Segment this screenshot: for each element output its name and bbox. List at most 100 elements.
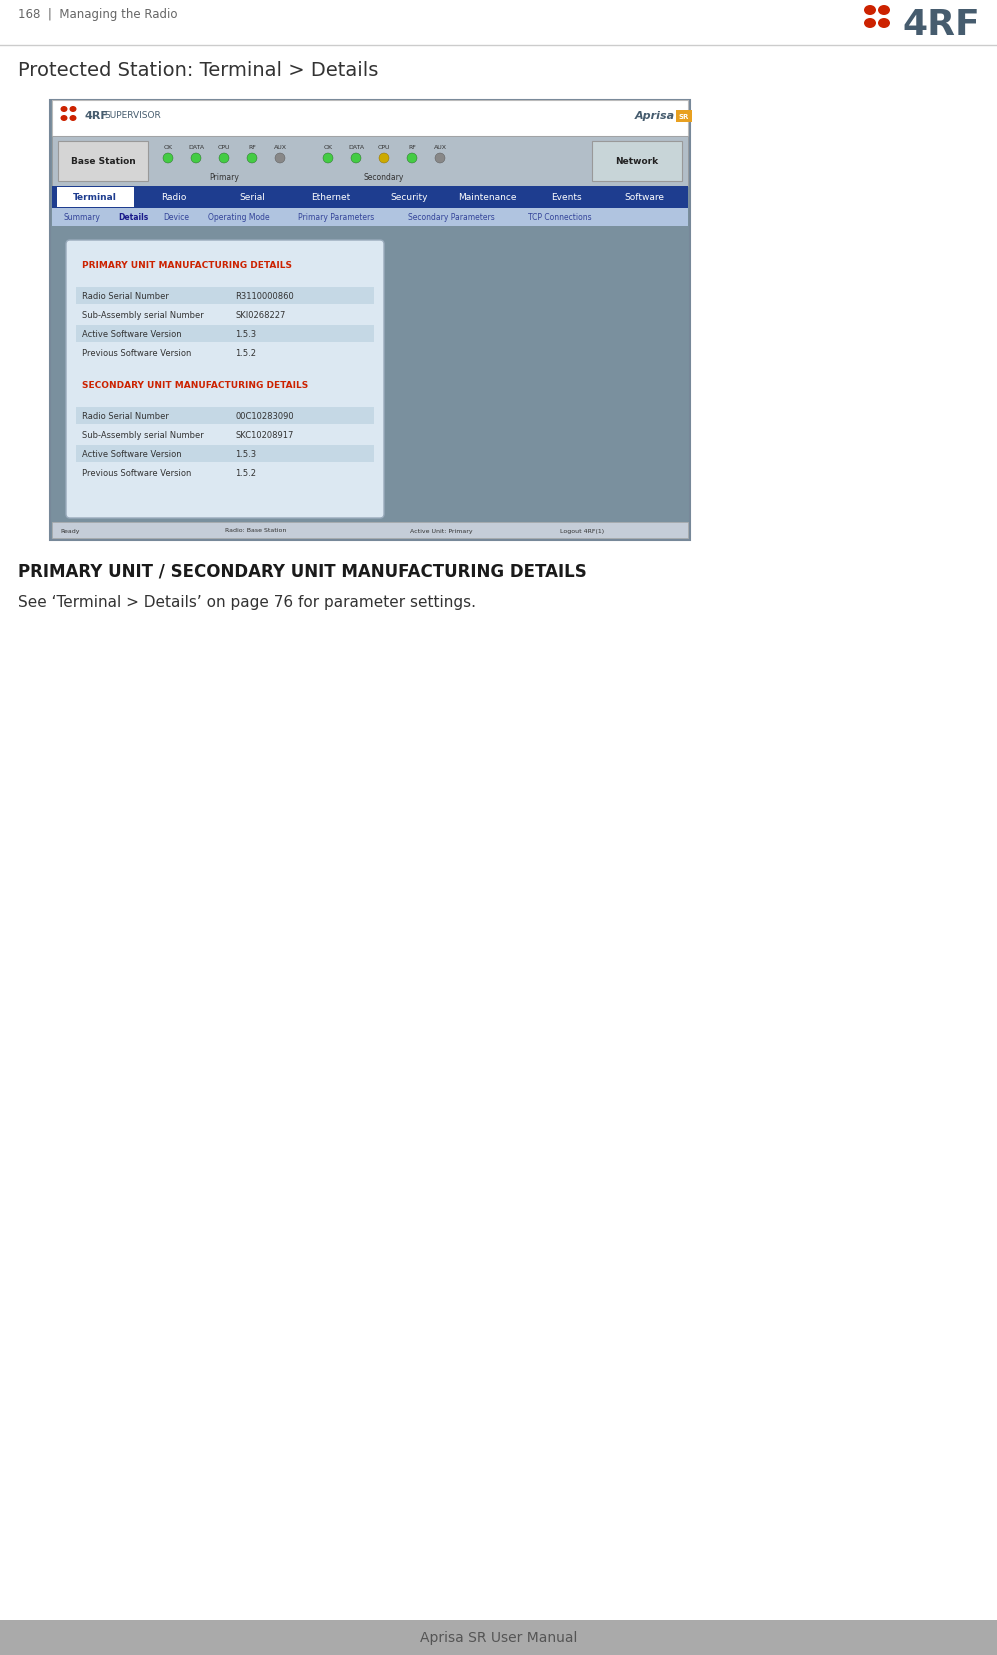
FancyBboxPatch shape — [76, 326, 374, 343]
Text: PRIMARY UNIT / SECONDARY UNIT MANUFACTURING DETAILS: PRIMARY UNIT / SECONDARY UNIT MANUFACTUR… — [18, 563, 587, 581]
Text: Radio Serial Number: Radio Serial Number — [82, 291, 168, 301]
Text: Radio Serial Number: Radio Serial Number — [82, 412, 168, 420]
FancyBboxPatch shape — [52, 523, 688, 538]
Text: DATA: DATA — [188, 146, 204, 151]
FancyBboxPatch shape — [676, 111, 692, 122]
Text: Base Station: Base Station — [71, 157, 136, 167]
FancyBboxPatch shape — [52, 209, 688, 227]
Text: Radio: Base Station: Radio: Base Station — [225, 528, 286, 533]
Ellipse shape — [61, 116, 68, 122]
Text: AUX: AUX — [273, 146, 286, 151]
FancyBboxPatch shape — [0, 1620, 997, 1655]
FancyBboxPatch shape — [66, 242, 384, 518]
Text: SECONDARY UNIT MANUFACTURING DETAILS: SECONDARY UNIT MANUFACTURING DETAILS — [82, 381, 308, 391]
Text: OK: OK — [164, 146, 172, 151]
Ellipse shape — [61, 108, 68, 113]
FancyBboxPatch shape — [58, 142, 148, 182]
FancyBboxPatch shape — [76, 427, 374, 444]
FancyBboxPatch shape — [76, 445, 374, 463]
FancyBboxPatch shape — [76, 465, 374, 482]
Text: Active Unit: Primary: Active Unit: Primary — [410, 528, 473, 533]
Text: SKI0268227: SKI0268227 — [235, 311, 285, 319]
Text: 1.5.3: 1.5.3 — [235, 329, 256, 339]
Text: Terminal: Terminal — [74, 194, 118, 202]
FancyBboxPatch shape — [52, 243, 688, 538]
Text: Operating Mode: Operating Mode — [208, 213, 269, 222]
FancyBboxPatch shape — [57, 189, 134, 209]
Circle shape — [163, 154, 173, 164]
Text: Events: Events — [551, 194, 581, 202]
Text: SKC10208917: SKC10208917 — [235, 430, 293, 440]
Text: Active Software Version: Active Software Version — [82, 329, 181, 339]
Text: Sub-Assembly serial Number: Sub-Assembly serial Number — [82, 430, 203, 440]
Ellipse shape — [70, 116, 77, 122]
Text: Primary: Primary — [209, 172, 239, 182]
Text: Device: Device — [163, 213, 189, 222]
Text: RF: RF — [248, 146, 256, 151]
Circle shape — [275, 154, 285, 164]
Text: 4RF: 4RF — [84, 111, 108, 121]
FancyBboxPatch shape — [592, 142, 682, 182]
Text: Details: Details — [118, 213, 149, 222]
Text: Serial: Serial — [239, 194, 265, 202]
Circle shape — [247, 154, 257, 164]
FancyBboxPatch shape — [52, 101, 688, 137]
FancyBboxPatch shape — [52, 187, 688, 209]
FancyBboxPatch shape — [76, 407, 374, 425]
Text: Previous Software Version: Previous Software Version — [82, 468, 191, 478]
Text: Ready: Ready — [60, 528, 80, 533]
Text: Logout 4RF(1): Logout 4RF(1) — [560, 528, 604, 533]
Text: Active Software Version: Active Software Version — [82, 450, 181, 458]
FancyBboxPatch shape — [76, 344, 374, 362]
Text: 4RF: 4RF — [902, 8, 980, 41]
Circle shape — [323, 154, 333, 164]
Text: Secondary: Secondary — [364, 172, 404, 182]
Text: R3110000860: R3110000860 — [235, 291, 294, 301]
Text: Radio: Radio — [162, 194, 186, 202]
Text: Software: Software — [625, 194, 665, 202]
Text: CPU: CPU — [378, 146, 390, 151]
Text: Security: Security — [391, 194, 428, 202]
FancyBboxPatch shape — [50, 101, 690, 541]
Text: TCP Connections: TCP Connections — [528, 213, 591, 222]
Text: PRIMARY UNIT MANUFACTURING DETAILS: PRIMARY UNIT MANUFACTURING DETAILS — [82, 261, 292, 270]
Text: Primary Parameters: Primary Parameters — [298, 213, 374, 222]
Text: CPU: CPU — [217, 146, 230, 151]
Text: Maintenance: Maintenance — [459, 194, 517, 202]
Text: Secondary Parameters: Secondary Parameters — [408, 213, 495, 222]
Circle shape — [191, 154, 201, 164]
Ellipse shape — [864, 7, 876, 17]
Text: Protected Station: Terminal > Details: Protected Station: Terminal > Details — [18, 61, 379, 79]
Circle shape — [435, 154, 445, 164]
Text: OK: OK — [323, 146, 333, 151]
Circle shape — [407, 154, 417, 164]
Ellipse shape — [70, 108, 77, 113]
Text: Summary: Summary — [63, 213, 100, 222]
Text: Sub-Assembly serial Number: Sub-Assembly serial Number — [82, 311, 203, 319]
Text: 1.5.2: 1.5.2 — [235, 349, 256, 357]
Text: See ‘Terminal > Details’ on page 76 for parameter settings.: See ‘Terminal > Details’ on page 76 for … — [18, 594, 476, 609]
Circle shape — [219, 154, 229, 164]
Text: Aprisa SR User Manual: Aprisa SR User Manual — [420, 1630, 577, 1645]
Text: Ethernet: Ethernet — [311, 194, 350, 202]
Text: DATA: DATA — [348, 146, 364, 151]
Circle shape — [351, 154, 361, 164]
Ellipse shape — [878, 18, 890, 30]
Ellipse shape — [878, 7, 890, 17]
Text: 1.5.2: 1.5.2 — [235, 468, 256, 478]
FancyBboxPatch shape — [76, 288, 374, 305]
Text: RF: RF — [408, 146, 416, 151]
FancyBboxPatch shape — [52, 137, 688, 187]
Text: 168  |  Managing the Radio: 168 | Managing the Radio — [18, 8, 177, 22]
Text: SR: SR — [679, 114, 689, 119]
Circle shape — [379, 154, 389, 164]
Text: Network: Network — [615, 157, 659, 167]
Text: 00C10283090: 00C10283090 — [235, 412, 294, 420]
Text: 1.5.3: 1.5.3 — [235, 450, 256, 458]
Text: Previous Software Version: Previous Software Version — [82, 349, 191, 357]
Text: Aprisa: Aprisa — [635, 111, 675, 121]
Text: AUX: AUX — [434, 146, 447, 151]
FancyBboxPatch shape — [76, 306, 374, 324]
Text: SUPERVISOR: SUPERVISOR — [104, 111, 161, 119]
Ellipse shape — [864, 18, 876, 30]
